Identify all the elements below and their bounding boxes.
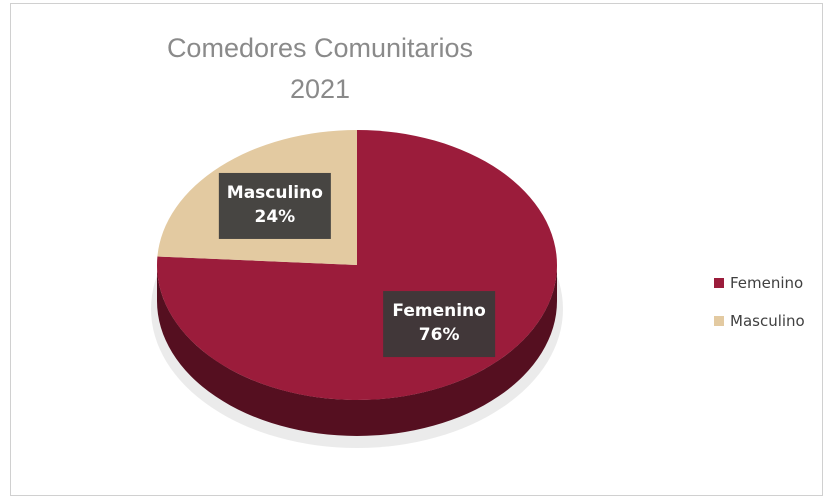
data-label-value: 24% bbox=[255, 207, 296, 227]
legend-swatch bbox=[714, 316, 724, 326]
data-label: Masculino 24% bbox=[227, 183, 323, 227]
data-label-value: 76% bbox=[419, 325, 460, 345]
pie-slice-side bbox=[157, 265, 557, 436]
chart-title: 2021 bbox=[290, 74, 350, 104]
data-label: Femenino 76% bbox=[392, 301, 485, 345]
data-label-box bbox=[383, 291, 496, 358]
legend-label: Masculino bbox=[730, 312, 805, 330]
legend-swatch bbox=[714, 278, 724, 288]
data-label-category: Masculino bbox=[227, 183, 323, 203]
data-label-box bbox=[218, 172, 331, 239]
legend-label: Femenino bbox=[730, 274, 803, 292]
chart-title: Comedores Comunitarios bbox=[167, 33, 473, 63]
data-label-category: Femenino bbox=[392, 301, 485, 321]
